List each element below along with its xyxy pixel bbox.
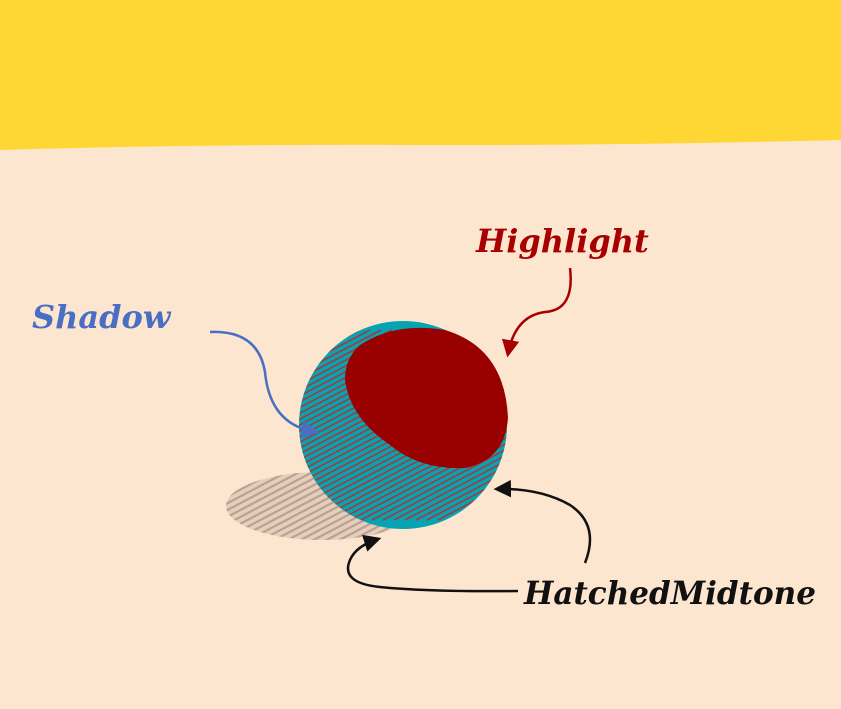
ground-hatch-line (355, 472, 418, 540)
ground-hatch-line (226, 472, 331, 540)
hatch-line (415, 329, 507, 521)
midtone-arrow-left (346, 534, 519, 593)
midtone-label: HatchedMidtone (523, 574, 816, 612)
highlight-region (345, 327, 508, 469)
hatch-line (393, 329, 507, 521)
hatch-line (382, 329, 507, 521)
hatch-line (299, 329, 382, 521)
highlight-label: Highlight (475, 222, 649, 260)
hatch-line (299, 329, 393, 521)
sphere (299, 321, 508, 529)
top-banner (0, 0, 841, 150)
ground-hatch-line (226, 472, 305, 540)
hatch-line (349, 329, 507, 521)
hatch-line (338, 329, 507, 521)
hatch-line (360, 329, 507, 521)
hatch-line (327, 329, 507, 521)
shadow-arrow (209, 330, 320, 439)
shadow-label: Shadow (32, 298, 172, 336)
highlight-arrow (501, 267, 572, 358)
ground-hatch-line (226, 472, 279, 540)
hatch-line (404, 329, 507, 521)
midtone-arrow-right (493, 479, 592, 564)
hatch-line (371, 329, 507, 521)
ground-hatch-line (226, 472, 292, 540)
hatch-line (299, 329, 404, 521)
ground-hatch-line (226, 472, 318, 540)
